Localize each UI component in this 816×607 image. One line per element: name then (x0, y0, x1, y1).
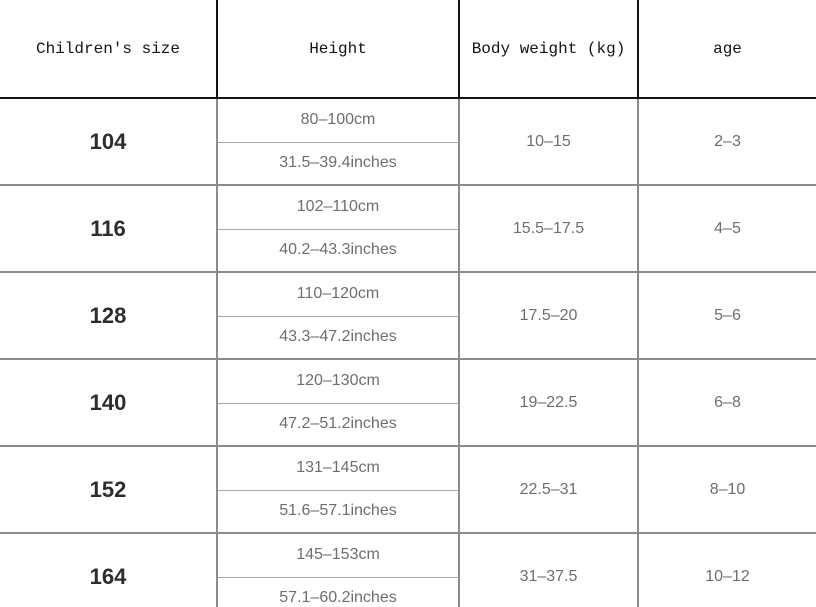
table-row-cm: 164 145–153cm 31–37.5 10–12 (0, 533, 816, 607)
col-header-age: age (638, 0, 816, 99)
cell-body-weight: 15.5–17.5 (459, 185, 639, 273)
table-row-cm: 152 131–145cm 22.5–31 8–10 (0, 446, 816, 534)
cell-height-inches: 31.5–39.4inches (217, 142, 460, 186)
cell-age: 8–10 (638, 446, 816, 534)
table-row-cm: 128 110–120cm 17.5–20 5–6 (0, 272, 816, 360)
cell-body-weight: 31–37.5 (459, 533, 639, 607)
cell-age: 6–8 (638, 359, 816, 447)
cell-height-cm: 102–110cm (217, 185, 460, 230)
col-header-childrens-size: Children's size (0, 0, 218, 99)
cell-age: 2–3 (638, 98, 816, 186)
table-row-inches: 51.6–57.1inches (0, 490, 816, 534)
cell-body-weight: 19–22.5 (459, 359, 639, 447)
cell-size: 104 (0, 98, 218, 186)
cell-height-inches: 57.1–60.2inches (217, 577, 460, 607)
cell-size: 152 (0, 446, 218, 534)
table-row-inches: 43.3–47.2inches (0, 316, 816, 360)
table-header: Children's size Height Body weight (kg) … (0, 0, 816, 99)
cell-height-inches: 40.2–43.3inches (217, 229, 460, 273)
cell-body-weight: 10–15 (459, 98, 639, 186)
cell-age: 5–6 (638, 272, 816, 360)
cell-size: 116 (0, 185, 218, 273)
header-row: Children's size Height Body weight (kg) … (0, 0, 816, 99)
cell-size: 140 (0, 359, 218, 447)
table-row-inches: 57.1–60.2inches (0, 577, 816, 607)
cell-size: 128 (0, 272, 218, 360)
cell-body-weight: 22.5–31 (459, 446, 639, 534)
table-body: 104 80–100cm 10–15 2–3 31.5–39.4inches 1… (0, 98, 816, 607)
cell-height-cm: 80–100cm (217, 98, 460, 143)
cell-height-cm: 120–130cm (217, 359, 460, 404)
table-row-cm: 140 120–130cm 19–22.5 6–8 (0, 359, 816, 447)
cell-age: 10–12 (638, 533, 816, 607)
table-row-cm: 116 102–110cm 15.5–17.5 4–5 (0, 185, 816, 273)
table-row-inches: 40.2–43.3inches (0, 229, 816, 273)
cell-body-weight: 17.5–20 (459, 272, 639, 360)
cell-age: 4–5 (638, 185, 816, 273)
cell-height-inches: 43.3–47.2inches (217, 316, 460, 360)
cell-height-inches: 47.2–51.2inches (217, 403, 460, 447)
cell-height-cm: 145–153cm (217, 533, 460, 578)
table-row-inches: 31.5–39.4inches (0, 142, 816, 186)
table-row-inches: 47.2–51.2inches (0, 403, 816, 447)
cell-size: 164 (0, 533, 218, 607)
cell-height-cm: 131–145cm (217, 446, 460, 491)
cell-height-inches: 51.6–57.1inches (217, 490, 460, 534)
cell-height-cm: 110–120cm (217, 272, 460, 317)
col-header-height: Height (217, 0, 460, 99)
col-header-body-weight: Body weight (kg) (459, 0, 639, 99)
table-row-cm: 104 80–100cm 10–15 2–3 (0, 98, 816, 186)
